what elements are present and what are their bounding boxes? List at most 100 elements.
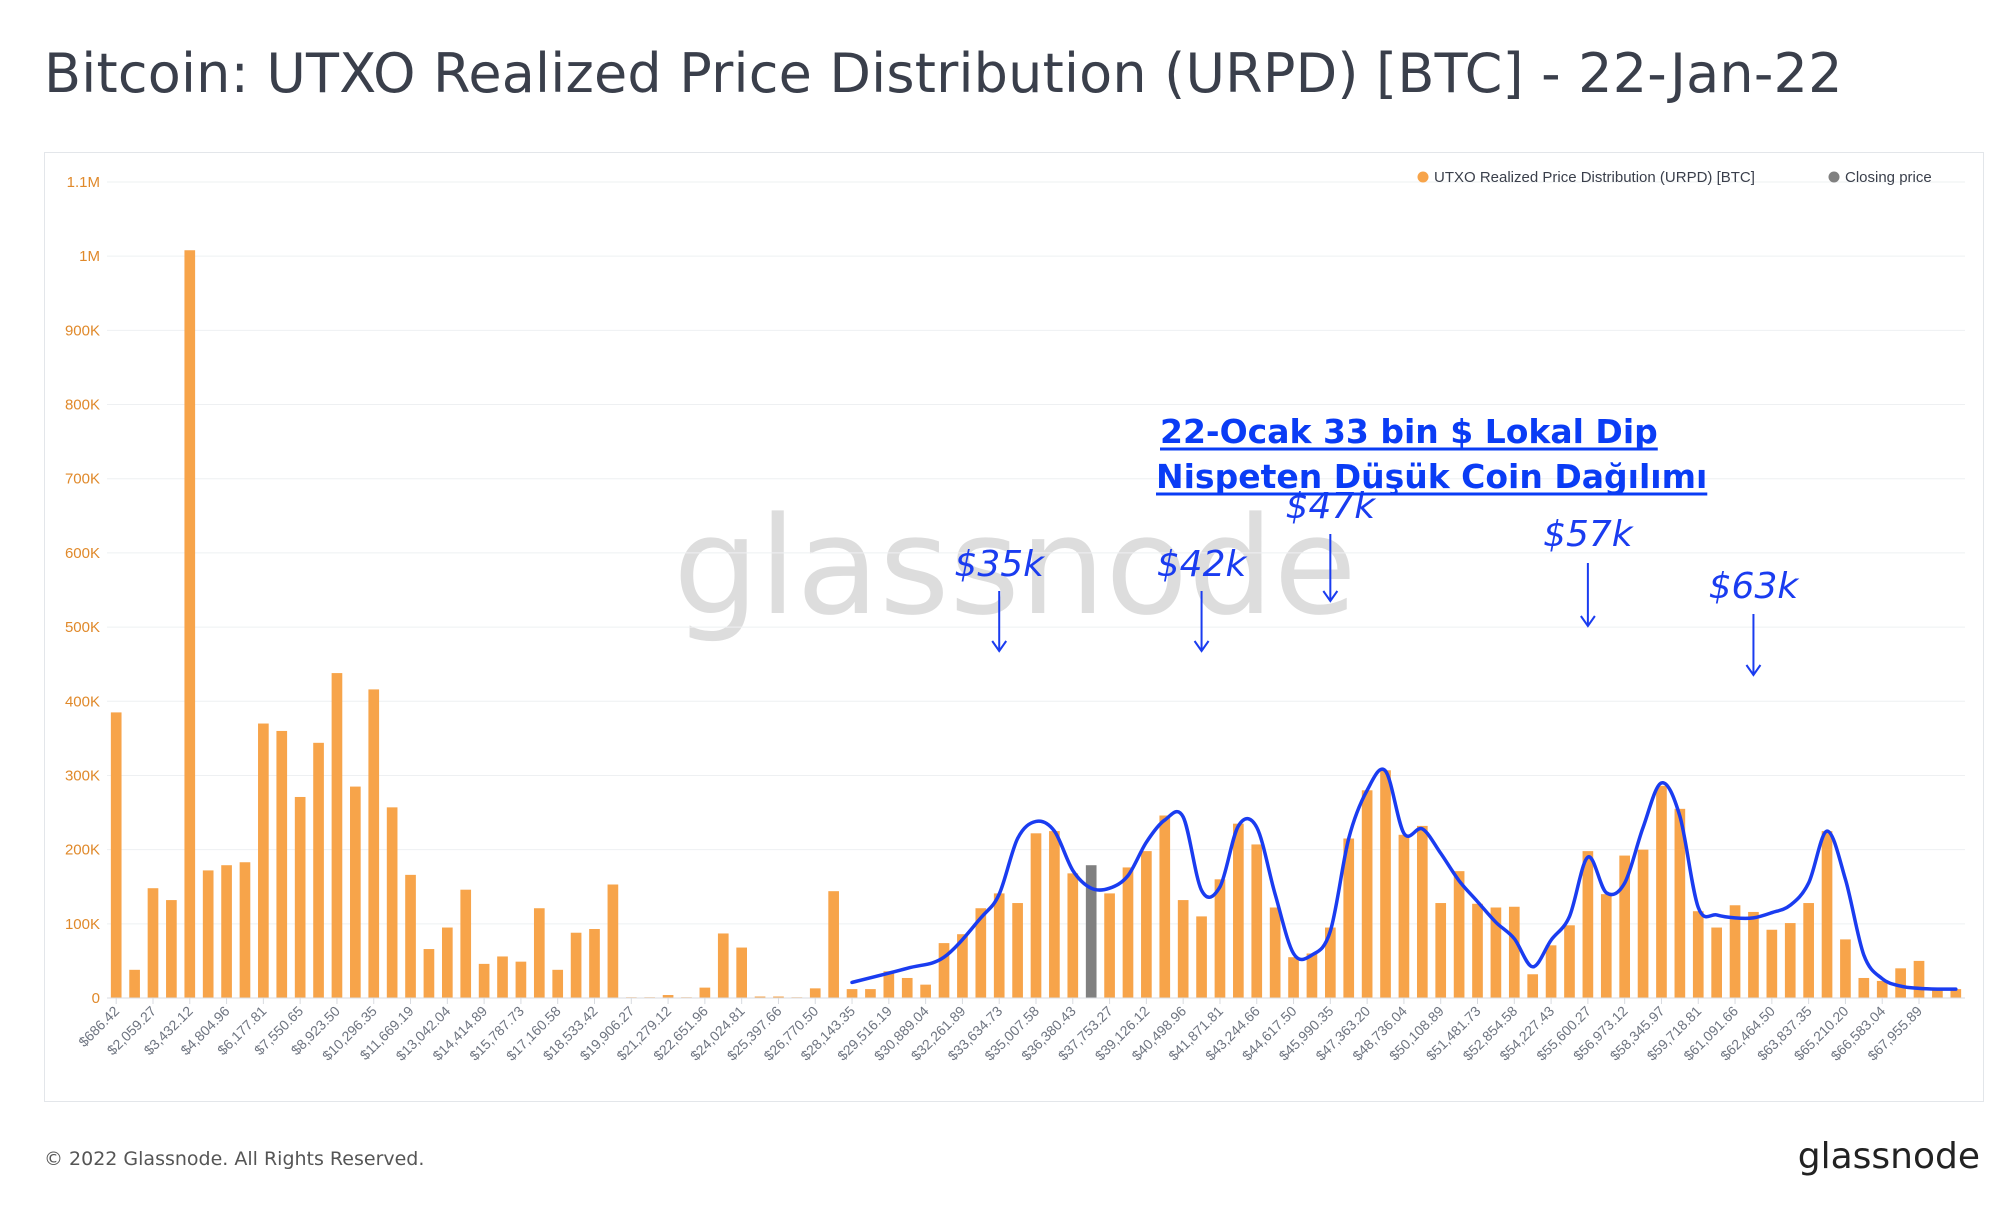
bar (1104, 893, 1115, 998)
bar (975, 908, 987, 998)
peak-arrow-head (1322, 590, 1339, 603)
bar (1306, 953, 1318, 998)
y-tick-label: 1M (79, 248, 100, 265)
peak-arrow-head (1745, 664, 1762, 677)
annotation: 22-Ocak 33 bin $ Lokal Dip Nispeten Düşü… (1156, 412, 1708, 496)
bar (809, 988, 821, 998)
bar (736, 947, 747, 998)
x-axis: $686.42$2,059.27$3,432.12$4,804.96$6,177… (75, 997, 1965, 1064)
bar (1692, 911, 1704, 998)
bar (1858, 977, 1870, 998)
bar (184, 250, 196, 998)
bar (1895, 968, 1906, 998)
bar (515, 961, 527, 998)
peak-label: $63k (1709, 566, 1801, 607)
bar (202, 870, 214, 998)
bar (368, 689, 380, 998)
bar (1508, 906, 1520, 998)
bar (1545, 945, 1557, 998)
bar (423, 949, 435, 998)
bar (294, 796, 306, 998)
bar (1288, 957, 1299, 998)
bar (1049, 831, 1060, 998)
urpd-chart: glassnode 0 100K 200K 300K 400K 500K 600K 700K 8… (65, 169, 1965, 1064)
bar (1453, 871, 1465, 998)
bar (1398, 834, 1410, 998)
y-tick-label: 700K (65, 471, 100, 488)
bar (938, 943, 950, 998)
bar (1748, 911, 1759, 998)
bar (773, 996, 784, 998)
bar (1122, 867, 1134, 998)
footer-copyright: © 2022 Glassnode. All Rights Reserved. (44, 1148, 425, 1170)
bar (147, 888, 159, 998)
y-tick-label: 1.1M (67, 174, 100, 191)
bar (846, 989, 858, 998)
bar (865, 989, 876, 998)
bar (699, 987, 711, 998)
y-tick-label: 800K (65, 397, 100, 414)
legend-label-closing: Closing price (1845, 169, 1932, 186)
bar (110, 712, 122, 998)
bar (350, 786, 361, 998)
peak-label: $57k (1543, 514, 1635, 555)
bar (313, 742, 324, 998)
bar (497, 956, 508, 998)
bar (129, 969, 140, 998)
bar (1343, 838, 1355, 998)
bar (533, 908, 545, 998)
y-tick-label: 500K (65, 619, 100, 636)
y-tick-label: 200K (65, 842, 100, 859)
bar (1269, 907, 1281, 998)
bar (1361, 790, 1373, 998)
bar (589, 929, 600, 998)
bar (901, 977, 913, 998)
y-tick-label: 400K (65, 693, 100, 710)
bar (1435, 903, 1447, 998)
bar (1840, 939, 1851, 998)
bar (1416, 825, 1428, 998)
bar (1729, 905, 1741, 998)
bar (1159, 815, 1171, 998)
bar (1214, 879, 1226, 998)
bar (552, 969, 564, 998)
bar (1196, 916, 1207, 998)
bar (957, 934, 968, 998)
bar (1177, 900, 1189, 998)
bar (1233, 823, 1244, 998)
bar (258, 723, 269, 998)
peak-arrow-head (991, 640, 1008, 653)
bar (570, 932, 582, 998)
peak-label: $42k (1157, 544, 1249, 585)
bar (239, 862, 251, 998)
bar (1600, 894, 1612, 998)
bar (883, 971, 895, 998)
bar (386, 807, 398, 998)
closing-price-bar (1085, 865, 1097, 998)
bar (1582, 851, 1594, 998)
bar (1821, 831, 1833, 998)
bar (331, 673, 343, 998)
bar (478, 963, 490, 998)
bar (828, 891, 839, 998)
bar (920, 984, 931, 998)
bar (1913, 960, 1925, 998)
bar (717, 933, 729, 998)
bar (1030, 833, 1042, 998)
bar (1950, 989, 1962, 998)
y-axis: 0 100K 200K 300K 400K 500K 600K 700K 800K 900K 1M 1… (65, 174, 100, 1007)
page-title: Bitcoin: UTXO Realized Price Distributio… (44, 42, 1843, 105)
bar (662, 995, 674, 998)
bar (221, 865, 232, 998)
annotation-line-1: 22-Ocak 33 bin $ Lokal Dip (1160, 412, 1658, 451)
legend-label-urpd: UTXO Realized Price Distribution (URPD) … (1434, 169, 1755, 186)
chart-frame: glassnode 0 100K 200K 300K 400K 500K 600K 700K 8… (44, 152, 1984, 1102)
bar (1564, 925, 1575, 998)
bar (1251, 844, 1263, 998)
bar (1527, 974, 1539, 998)
bar (1932, 988, 1943, 998)
bar (1067, 873, 1079, 998)
bar (1325, 927, 1336, 998)
bar (1876, 980, 1888, 998)
bar (1472, 903, 1483, 998)
